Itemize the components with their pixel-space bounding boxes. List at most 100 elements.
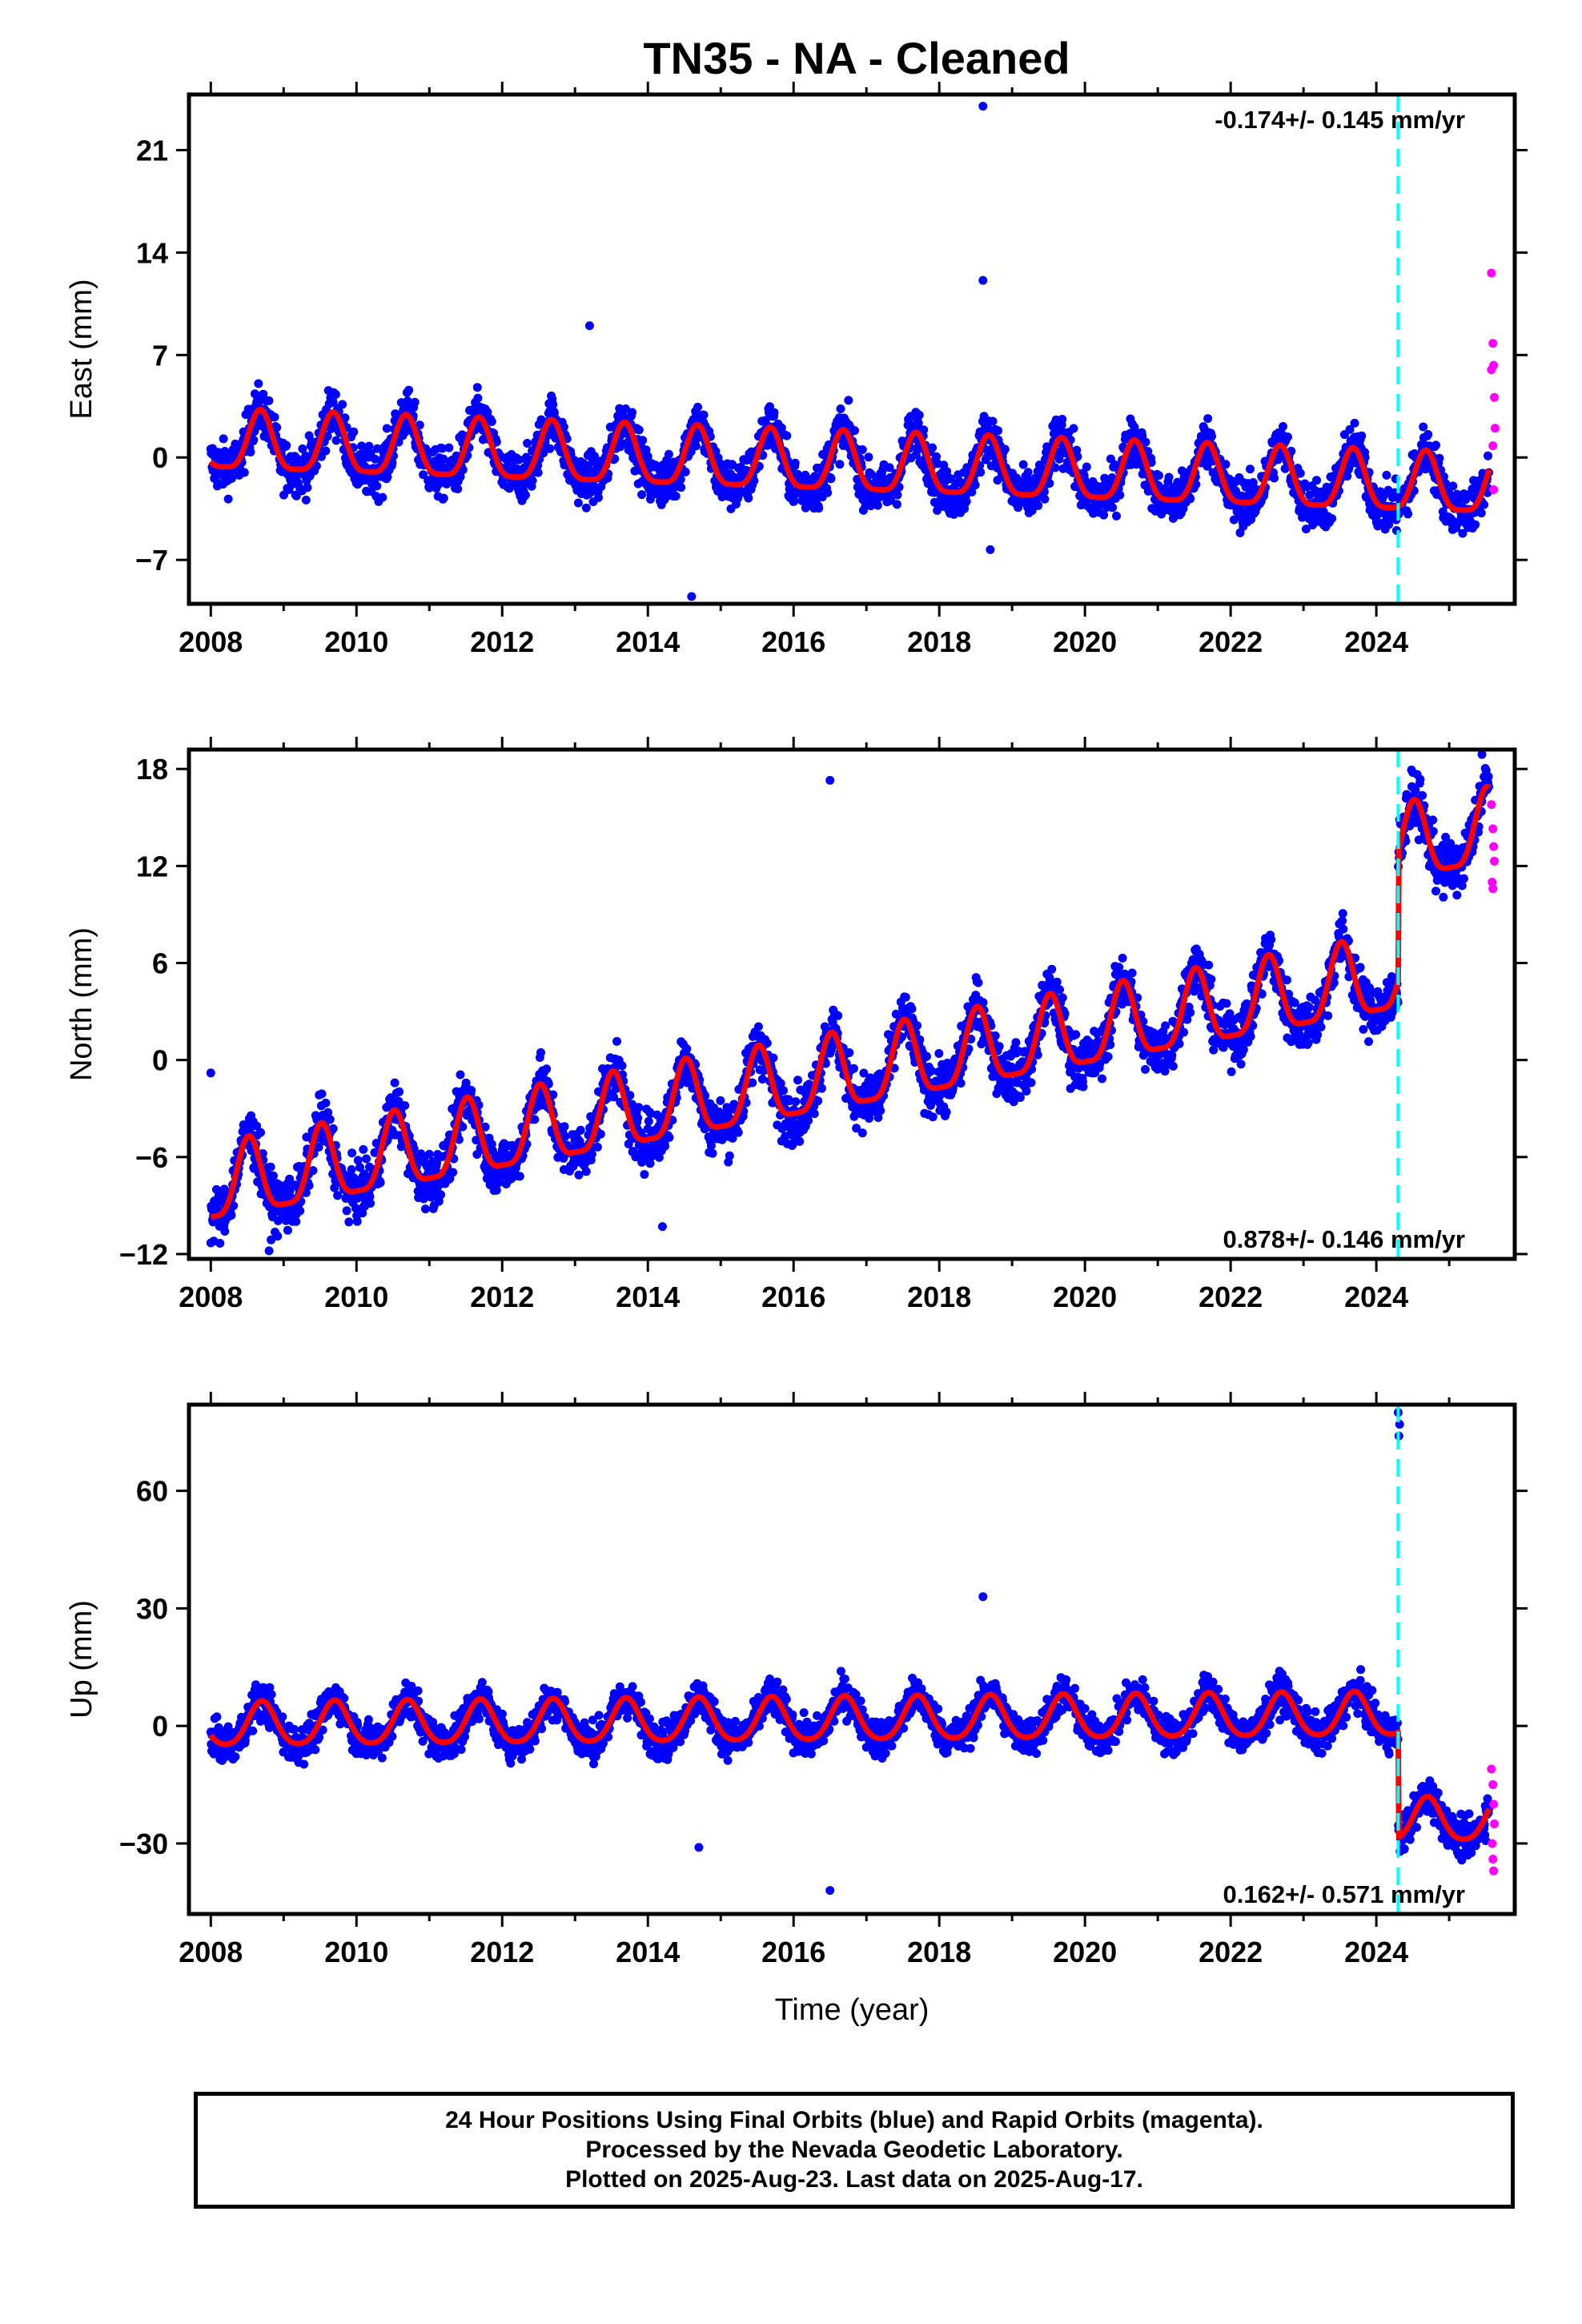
- north-final-point: [922, 1051, 931, 1061]
- east-final-point: [864, 452, 873, 462]
- east-final-point: [744, 493, 753, 503]
- north-final-point: [592, 1142, 602, 1152]
- east-final-point: [1045, 479, 1054, 488]
- east-final-point: [892, 500, 901, 509]
- east-final-point: [1221, 460, 1231, 469]
- east-final-point: [372, 481, 382, 491]
- east-x-tick-label: 2014: [616, 625, 680, 658]
- east-final-point: [693, 402, 702, 412]
- north-final-point: [1055, 985, 1064, 995]
- east-final-point: [699, 410, 709, 420]
- east-final-point: [1327, 514, 1337, 523]
- east-final-point: [1476, 509, 1486, 518]
- east-final-point: [1403, 509, 1413, 519]
- east-final-point: [1112, 511, 1121, 521]
- east-x-tick-label: 2018: [907, 625, 971, 658]
- east-final-point: [885, 463, 894, 472]
- north-final-point: [661, 1141, 669, 1151]
- north-final-point: [804, 1116, 813, 1125]
- east-final-point: [917, 456, 927, 465]
- north-final-point: [682, 1044, 692, 1054]
- east-x-tick-label: 2022: [1199, 625, 1263, 658]
- north-final-point: [256, 1128, 265, 1137]
- east-final-point: [331, 390, 340, 399]
- east-final-point: [1431, 440, 1440, 450]
- panel-east: 2008 2010 2012 2014 2016 2018 2020 2022 2024−707…: [65, 82, 1528, 658]
- east-rapid-point: [1488, 441, 1498, 451]
- east-final-point: [321, 446, 331, 456]
- east-final-point: [1357, 431, 1367, 440]
- east-final-point: [782, 431, 792, 440]
- east-final-point: [340, 413, 350, 423]
- north-final-point: [857, 1128, 867, 1138]
- east-final-point: [664, 449, 673, 459]
- panel-north: 2008 2010 2012 2014 2016 2018 2020 2022 2024−12−…: [65, 737, 1528, 1313]
- north-final-point: [901, 992, 910, 1002]
- east-y-axis-label: East (mm): [65, 279, 98, 419]
- east-final-point: [749, 476, 759, 485]
- north-final-point: [708, 1148, 717, 1158]
- east-final-point: [439, 493, 448, 503]
- north-final-point: [390, 1078, 400, 1088]
- east-final-point: [976, 468, 986, 477]
- east-y-tick-label: 0: [152, 441, 168, 474]
- east-final-point: [331, 436, 341, 445]
- east-final-point: [590, 452, 600, 461]
- east-final-point: [410, 397, 420, 407]
- east-outlier-point: [584, 321, 594, 331]
- east-final-point: [1270, 473, 1279, 483]
- east-final-orbit-points: [206, 102, 1494, 601]
- north-final-point: [793, 1076, 802, 1085]
- north-final-point: [795, 1136, 805, 1146]
- north-final-point: [448, 1168, 458, 1177]
- east-final-point: [270, 412, 279, 422]
- east-final-point: [298, 444, 307, 453]
- north-final-point: [753, 1022, 763, 1031]
- north-final-point: [581, 1167, 591, 1176]
- east-final-point: [1164, 472, 1174, 482]
- north-final-point: [833, 1011, 843, 1020]
- east-rapid-point: [1490, 392, 1500, 402]
- north-final-point: [1022, 1087, 1031, 1096]
- north-final-point: [467, 1086, 476, 1095]
- east-final-point: [835, 460, 845, 469]
- east-final-point: [387, 458, 397, 468]
- east-final-point: [913, 418, 923, 428]
- east-rapid-point: [1490, 424, 1500, 433]
- east-final-point: [473, 393, 483, 403]
- east-final-point: [291, 491, 301, 501]
- east-final-point: [594, 493, 603, 502]
- east-final-point: [349, 427, 359, 436]
- north-final-point: [791, 1097, 801, 1107]
- east-final-point: [444, 443, 454, 452]
- chart-title: TN35 - NA - Cleaned: [643, 33, 1070, 83]
- east-y-tick-label: 14: [136, 236, 168, 269]
- east-rapid-point: [1489, 485, 1499, 494]
- east-final-point: [1082, 462, 1091, 472]
- east-final-point: [364, 441, 374, 451]
- east-final-point: [962, 497, 971, 506]
- east-final-point: [1023, 468, 1033, 477]
- north-final-point: [420, 1204, 430, 1214]
- east-final-point: [1054, 454, 1064, 464]
- north-final-point: [817, 1084, 826, 1093]
- north-final-point: [325, 1115, 335, 1124]
- north-final-point: [913, 1021, 921, 1031]
- east-final-point: [1012, 473, 1021, 483]
- north-final-point: [956, 1079, 966, 1088]
- north-final-point: [321, 1098, 331, 1108]
- east-final-point: [533, 468, 543, 477]
- north-final-point: [612, 1036, 621, 1046]
- east-final-point: [246, 448, 255, 456]
- east-final-point: [382, 424, 391, 433]
- north-final-point: [215, 1239, 225, 1248]
- north-final-point: [633, 1113, 643, 1123]
- east-final-point: [826, 474, 836, 484]
- north-final-point: [395, 1087, 404, 1096]
- east-final-point: [1350, 418, 1359, 428]
- east-final-point: [1484, 451, 1492, 460]
- north-final-point: [576, 1125, 585, 1135]
- east-final-point: [1207, 432, 1216, 441]
- north-final-point: [876, 1106, 885, 1116]
- east-final-point: [1018, 460, 1028, 469]
